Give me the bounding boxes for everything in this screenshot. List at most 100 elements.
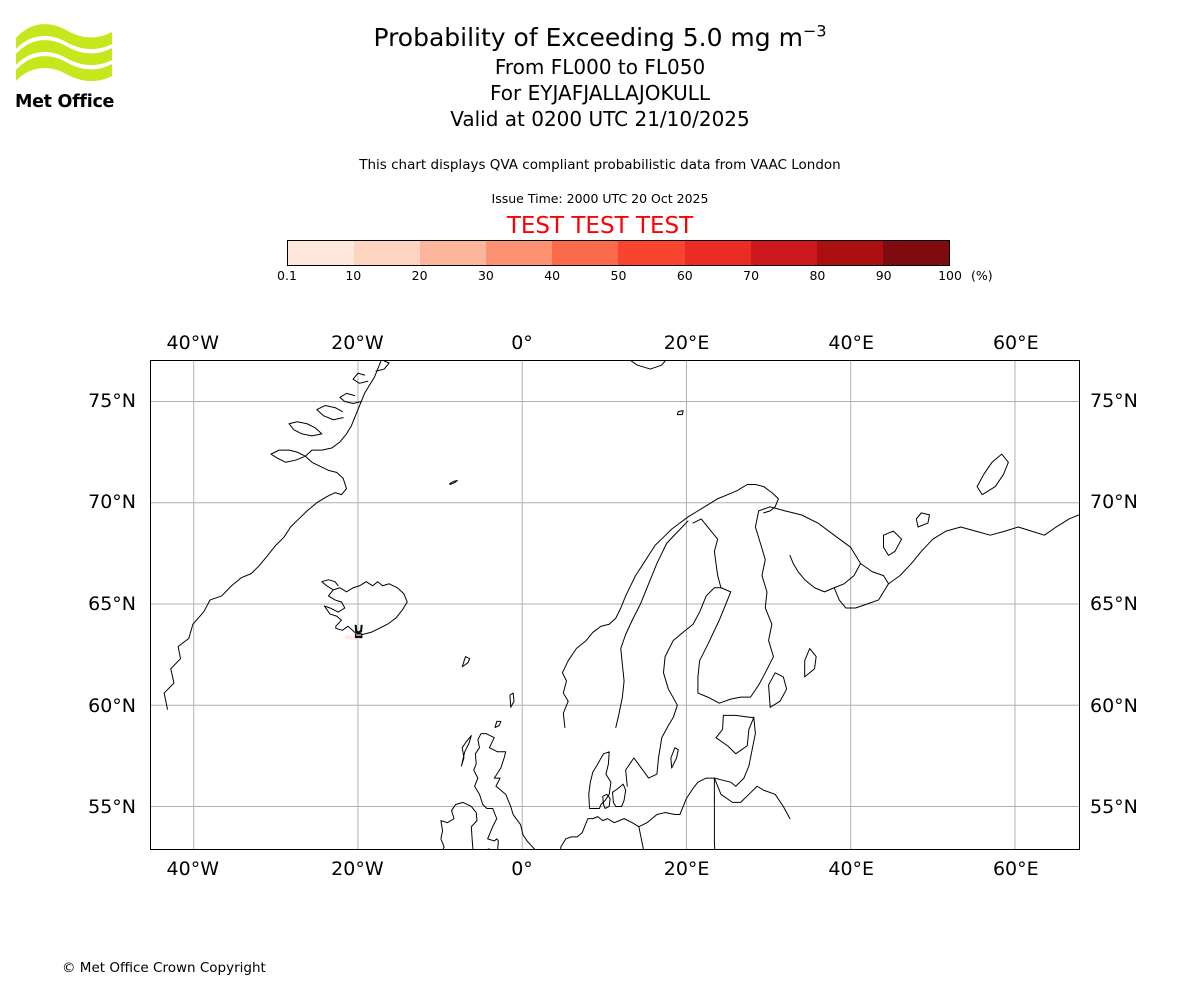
colorbar-segment-6 (684, 241, 751, 265)
coastline-germany-poland-coast (560, 816, 604, 849)
logo-wordmark: Met Office (15, 92, 115, 112)
coastline-iceland (323, 581, 408, 635)
flight-level-line: From FL000 to FL050 (494, 55, 706, 79)
coastline-norway-coast (561, 483, 779, 728)
lon-label-bottom-2: 0° (511, 858, 533, 880)
lon-label-bottom-0: 40°W (166, 858, 220, 880)
colorbar-gradient (287, 240, 950, 266)
colorbar-unit-label: (%) (971, 268, 993, 283)
coastline-greenland-inlet-a (270, 449, 306, 463)
coastline-finland-sweden-border (692, 518, 722, 589)
coastline-white-sea-east (833, 562, 890, 609)
lon-label-top-5: 60°E (992, 332, 1039, 354)
lat-label-left-1: 70°N (88, 491, 136, 514)
volcano-name-line: For EYJAFJALLAJOKULL (490, 81, 710, 105)
lon-label-top-1: 20°W (331, 332, 384, 354)
lat-label-right-3: 60°N (1090, 694, 1138, 717)
lon-label-bottom-3: 20°E (663, 858, 710, 880)
plume-contour-source-outline (354, 624, 363, 634)
coastline-gotland (670, 747, 679, 769)
coastline-shetland (509, 692, 515, 708)
lon-label-top-0: 40°W (166, 332, 220, 354)
ash-plume-contours (344, 624, 363, 641)
colorbar-segment-7 (750, 241, 817, 265)
colorbar-tick-30: 30 (477, 268, 494, 283)
colorbar-segment-9 (882, 241, 949, 265)
coastline-jan-mayen (449, 480, 458, 485)
plume-core-east (359, 635, 363, 639)
colorbar-tick-labels: 0.1 10 20 30 40 50 60 70 80 90 100 (0, 240, 1200, 283)
coastline-ireland (440, 801, 478, 849)
title-exponent: −3 (802, 21, 827, 41)
coastline-outer-hebrides (460, 735, 472, 767)
coastline-gb-mainland (473, 733, 536, 849)
coastline-orkney (494, 720, 502, 728)
lat-label-left-2: 65°N (88, 592, 136, 615)
coastline-lake-onega (804, 648, 817, 678)
coastline-estonia-latvia-coast (715, 714, 755, 755)
lat-label-right-4: 55°N (1090, 796, 1138, 819)
lat-label-left-0: 75°N (88, 389, 136, 412)
coastline-russia-arctic-coast (769, 506, 862, 593)
coastline-sweden-east-coast (625, 587, 722, 787)
colorbar-tick-70: 70 (743, 268, 760, 283)
colorbar-tick-80: 80 (809, 268, 826, 283)
coastline-denmark-funen (602, 793, 611, 809)
coastline-lake-ladoga (768, 672, 788, 708)
coastline-baltic-south-coast (602, 785, 696, 828)
lat-label-left-4: 55°N (88, 796, 136, 819)
coastlines (163, 361, 1079, 849)
coastline-russia-kara-coast (888, 514, 1079, 585)
coastline-greenland-fjord-d (339, 392, 362, 405)
coastline-finland-bothnia-coast (697, 587, 732, 694)
lon-label-top-2: 0° (511, 332, 533, 354)
valid-time-line: Valid at 0200 UTC 21/10/2025 (450, 107, 750, 131)
coastline-finland-east (750, 506, 774, 698)
lon-label-bottom-5: 60°E (992, 858, 1039, 880)
coastline-svalbard-spitsbergen (630, 361, 666, 370)
page-title: Probability of Exceeding 5.0 mg m−3 (0, 22, 1200, 54)
colorbar-segment-8 (816, 241, 883, 265)
coastline-latvia-russia-border (694, 716, 756, 787)
map-gridlines (151, 361, 1079, 849)
qva-compliance-note: This chart displays QVA compliant probab… (359, 157, 841, 173)
coastline-bear-island (676, 410, 684, 416)
coastline-greenland-east (163, 361, 382, 710)
coastline-denmark-zealand (612, 783, 627, 807)
coastline-belarus-border (713, 777, 791, 820)
colorbar-segment-2 (420, 241, 487, 265)
probability-colorbar (287, 240, 950, 266)
plume-core-west (355, 635, 359, 639)
colorbar-segment-4 (552, 241, 619, 265)
lon-label-bottom-1: 20°W (331, 858, 384, 880)
coastline-greenland-north-a (352, 372, 369, 384)
test-banner: TEST TEST TEST (506, 213, 694, 239)
map-plot-area[interactable] (150, 360, 1080, 850)
lon-label-top-3: 20°E (663, 332, 710, 354)
colorbar-tick-0-1: 0.1 (277, 268, 297, 283)
coastline-novaya-zemlya-south (976, 453, 1009, 496)
coastline-kolguyev (915, 512, 931, 528)
coastline-faroes (461, 656, 471, 668)
colorbar-segment-1 (354, 241, 421, 265)
lat-label-left-3: 60°N (88, 694, 136, 717)
map-canvas (151, 361, 1079, 849)
coastline-denmark-jutland (588, 751, 612, 809)
coastline-iceland-nw-peninsula (321, 579, 339, 591)
colorbar-tick-100: 100 (938, 268, 962, 283)
coastline-greenland-north-b (375, 361, 390, 372)
title-main-text: Probability of Exceeding 5.0 mg m (373, 23, 803, 52)
colorbar-tick-20: 20 (411, 268, 428, 283)
colorbar-segment-5 (618, 241, 685, 265)
lat-label-right-1: 70°N (1090, 491, 1138, 514)
coastline-kanin-peninsula (883, 530, 903, 556)
colorbar-tick-40: 40 (544, 268, 561, 283)
coastline-finland-south-coast (697, 692, 752, 704)
colorbar-segment-3 (486, 241, 553, 265)
lat-label-right-0: 75°N (1090, 389, 1138, 412)
colorbar-segment-0 (288, 241, 355, 265)
chart-title-block: Probability of Exceeding 5.0 mg m−3 From… (0, 22, 1200, 132)
coastline-greenland-inlet-b (288, 421, 323, 437)
coastline-greenland-fjord-c (316, 405, 344, 421)
colorbar-tick-60: 60 (676, 268, 693, 283)
